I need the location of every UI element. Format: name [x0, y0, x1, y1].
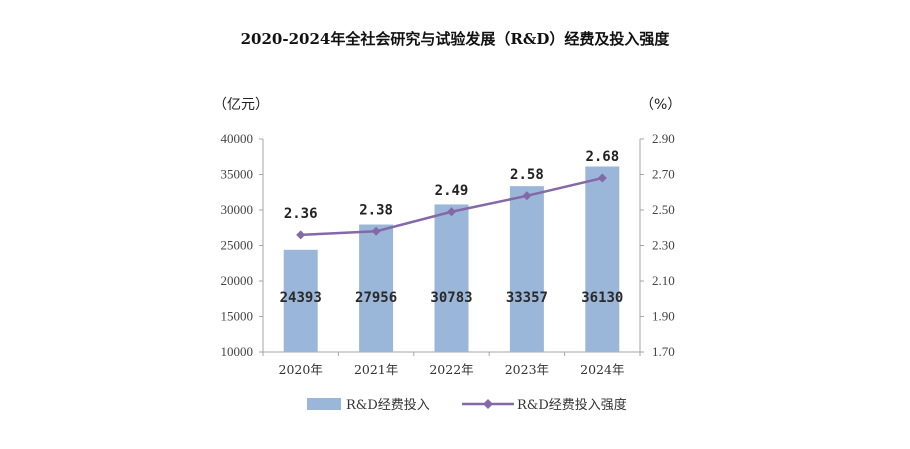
bar: [359, 224, 394, 352]
line-point-marker: [371, 226, 381, 236]
legend: R&D经费投入 R&D经费投入强度: [307, 397, 627, 413]
bar: [434, 204, 469, 352]
line-value-label: 2.38: [359, 202, 393, 218]
bar: [509, 186, 544, 352]
left-axis-tick-label: 30000: [221, 202, 254, 217]
left-axis-tick-label: 10000: [221, 344, 254, 359]
right-axis-tick-label: 1.90: [652, 309, 675, 324]
left-axis-tick-label: 40000: [221, 131, 254, 146]
right-axis-tick-label: 2.10: [652, 273, 675, 288]
left-axis-unit-label: （亿元）: [213, 97, 269, 113]
line-point-marker: [597, 173, 607, 183]
line-value-label: 2.49: [435, 183, 469, 199]
left-axis-tick-label: 25000: [221, 238, 254, 253]
right-axis-tick-label: 2.50: [652, 202, 675, 217]
line-series-group: [296, 173, 607, 240]
bar: [283, 249, 318, 352]
line-point-marker: [447, 207, 456, 217]
x-axis-tick-label: 2021年: [354, 362, 398, 377]
bar-value-label: 36130: [581, 290, 623, 306]
legend-line-marker: [483, 399, 493, 409]
x-axis-tick-label: 2022年: [429, 362, 473, 377]
axes-group: 10000 15000 20000 25000 30000 35000 40000 1.70 1…: [221, 131, 675, 377]
line-point-marker: [296, 230, 306, 240]
legend-bar-swatch: [307, 398, 341, 410]
line-value-label: 2.58: [510, 167, 544, 183]
bar-value-label: 30783: [430, 290, 472, 306]
line-value-label: 2.36: [284, 206, 318, 222]
right-axis-unit-label: （%）: [640, 97, 681, 113]
bar-value-label: 27956: [355, 290, 397, 306]
bars-group: [283, 166, 620, 352]
bar-value-label: 24393: [280, 290, 322, 306]
x-axis-tick-label: 2020年: [279, 362, 323, 377]
left-axis-tick-label: 20000: [221, 273, 254, 288]
legend-line-label: R&D经费投入强度: [517, 397, 627, 413]
left-axis-tick-label: 15000: [221, 309, 254, 324]
x-axis-tick-label: 2023年: [505, 362, 549, 377]
chart-title: 2020-2024年全社会研究与试验发展（R&D）经费及投入强度: [240, 30, 670, 48]
right-axis-tick-label: 2.90: [652, 131, 675, 146]
line-value-label: 2.68: [585, 149, 619, 165]
data-labels-group: 24393 27956 30783 33357 36130 2.36 2.38 2.49 2.5…: [280, 149, 624, 306]
legend-bar-label: R&D经费投入: [346, 397, 430, 413]
bar: [585, 166, 620, 352]
right-axis-tick-label: 2.30: [652, 238, 675, 253]
left-axis-tick-label: 35000: [221, 167, 254, 182]
bar-value-label: 33357: [506, 290, 548, 306]
line-point-marker: [522, 191, 532, 201]
x-axis-tick-label: 2024年: [580, 362, 624, 377]
right-axis-tick-label: 2.70: [652, 167, 675, 182]
right-axis-tick-label: 1.70: [652, 344, 675, 359]
